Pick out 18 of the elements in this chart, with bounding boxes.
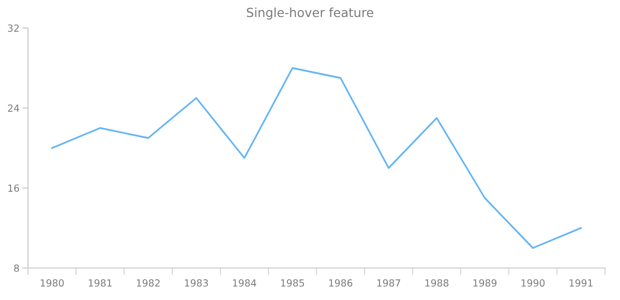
x-tick-label: 1984: [233, 279, 256, 287]
x-tick-label: 1986: [329, 279, 352, 287]
y-tick-label: 24: [8, 104, 20, 112]
x-tick-label: 1990: [522, 279, 545, 287]
x-tick-label: 1980: [40, 279, 64, 287]
x-tick-label: 1985: [281, 279, 304, 287]
y-tick-label: 32: [8, 24, 19, 32]
x-tick-label: 1987: [377, 279, 400, 287]
x-tick-label: 1982: [136, 279, 160, 287]
x-tick-label: 1988: [425, 279, 448, 287]
x-tick-label: 1991: [570, 279, 592, 287]
line-series: [51, 67, 582, 249]
x-tick-label: 1983: [184, 279, 208, 287]
chart-title: Single-hover feature: [246, 8, 374, 20]
x-tick-label: 1981: [88, 279, 112, 287]
x-tick-label: 1989: [473, 279, 496, 287]
y-tick-label: 8: [14, 264, 19, 272]
y-tick-label: 16: [8, 184, 20, 192]
